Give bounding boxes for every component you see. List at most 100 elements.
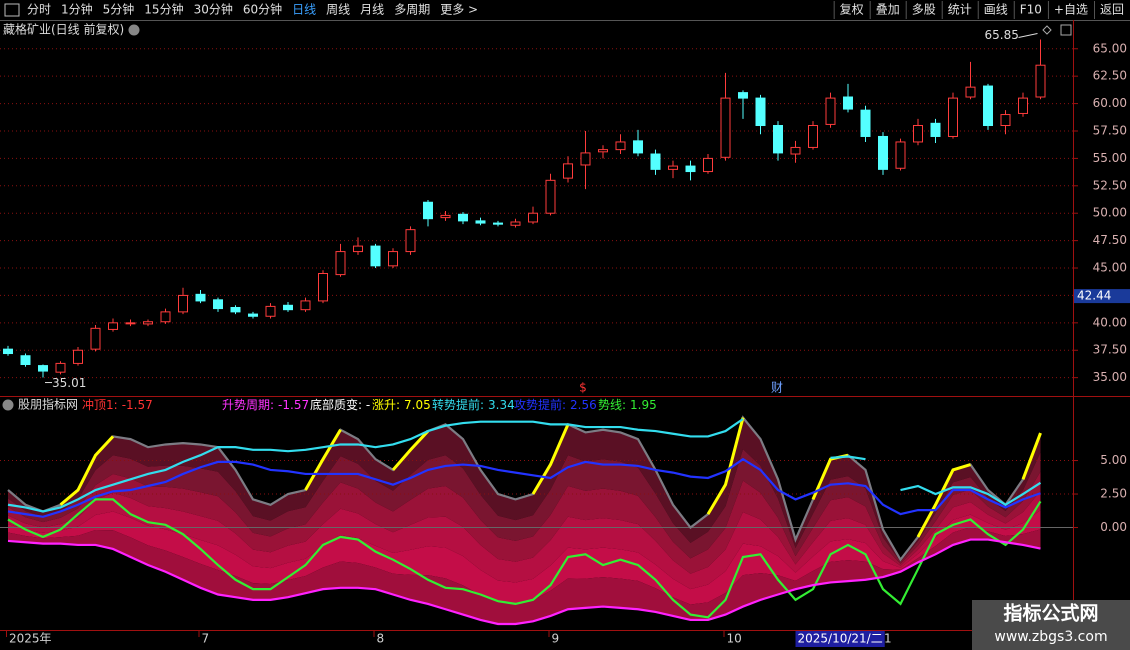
legend-value: -1.57 (122, 398, 153, 412)
legend-label: 升势周期: (222, 398, 274, 412)
candle-body (230, 306, 241, 313)
candle-body (108, 322, 118, 330)
y-tick-label: 65.00 (1093, 41, 1127, 55)
indicator-line (7, 415, 1042, 562)
y-tick-label: 47.50 (1093, 233, 1127, 247)
period-tab[interactable]: 多周期 (394, 3, 430, 17)
legend-label: 冲顶1: (82, 397, 118, 412)
indicator-line (59, 417, 1042, 538)
menu-icon[interactable] (4, 3, 20, 17)
candle-body (633, 140, 643, 154)
y-tick-label: 52.50 (1093, 178, 1127, 192)
tool-button[interactable]: 多股 (912, 3, 936, 17)
diamond-icon[interactable] (1042, 25, 1052, 35)
candle-body (755, 97, 766, 127)
y-tick-label: 0.00 (1100, 520, 1127, 534)
y-tick-label: 37.50 (1093, 343, 1127, 357)
event-marker[interactable]: $ (579, 381, 587, 395)
candle-body (878, 135, 888, 170)
candle-body (423, 201, 433, 220)
candle-body (843, 96, 853, 110)
cursor-price-box (1074, 289, 1130, 304)
candle-body (668, 165, 678, 170)
period-tab[interactable]: 日线 (292, 3, 316, 17)
period-tab[interactable]: 15分钟 (144, 2, 183, 17)
low-label: 35.01 (52, 376, 86, 390)
candle-body (860, 109, 871, 137)
candle-body (510, 221, 521, 226)
watermark-box (972, 600, 1130, 650)
tool-button[interactable]: 画线 (984, 3, 1008, 17)
candle-body (475, 220, 486, 224)
cursor-date-box (795, 631, 885, 647)
legend-entry: 底部质变: - (310, 397, 370, 412)
indicator-icon[interactable] (2, 399, 14, 411)
candle-body (405, 229, 416, 253)
candle-body (318, 273, 328, 302)
candle-body (195, 293, 206, 302)
candle-body (965, 86, 976, 98)
legend-value: 2.56 (570, 398, 597, 412)
x-tick-label: 7 (202, 632, 210, 646)
y-tick-label: 60.00 (1093, 96, 1127, 110)
period-tab[interactable]: 30分钟 (194, 2, 233, 17)
candle-body (790, 146, 801, 155)
candle-body (388, 251, 398, 267)
legend-entry: 攻势提前: 2.56 (514, 397, 597, 412)
x-tick-label: 8 (377, 632, 385, 646)
legend-label: 攻势提前: (514, 397, 566, 412)
band-fill (8, 490, 1041, 590)
period-tab[interactable]: 60分钟 (243, 2, 282, 17)
y-tick-label: 35.00 (1093, 370, 1127, 384)
candle-body (283, 304, 293, 311)
candle-body (143, 321, 153, 325)
panel-icon[interactable] (1060, 24, 1072, 36)
legend-entry: 升势周期: -1.57 (222, 398, 309, 412)
candle-body (300, 300, 311, 311)
candle-body (248, 313, 258, 317)
y-tick-label: 2.50 (1100, 487, 1127, 501)
period-tab[interactable]: 周线 (326, 3, 350, 17)
candle-body (1035, 64, 1046, 98)
candle-body (90, 327, 101, 350)
band-fill (8, 471, 1041, 574)
period-tab[interactable]: 更多 > (440, 3, 478, 17)
legend-value: 7.05 (404, 398, 431, 412)
candle-body (370, 245, 381, 267)
x-tick-label: 10 (727, 632, 742, 646)
period-tab[interactable]: 1分钟 (61, 2, 93, 17)
tool-button[interactable]: 返回 (1100, 3, 1124, 17)
candle-body (895, 141, 906, 169)
tool-button[interactable]: 统计 (948, 3, 972, 17)
tool-button[interactable]: 叠加 (876, 3, 900, 17)
candle-body (213, 299, 223, 310)
period-tab[interactable]: 月线 (360, 3, 384, 17)
watermark-url: www.zbgs3.com (994, 629, 1107, 645)
legend-label: 转势提前: (432, 397, 484, 412)
event-marker[interactable]: 财 (771, 381, 783, 395)
y-tick-label: 50.00 (1093, 206, 1127, 220)
candle-body (493, 222, 503, 225)
candle-body (738, 92, 748, 99)
candle-body (563, 163, 573, 179)
candle-body (38, 365, 48, 372)
candle-body (948, 97, 958, 137)
candle-body (703, 157, 713, 173)
candle-body (265, 305, 276, 317)
candle-body (685, 165, 696, 173)
watermark-title: 指标公式网 (1003, 602, 1098, 625)
period-tab[interactable]: 5分钟 (103, 2, 135, 17)
x-tick-label: 1 (884, 632, 892, 646)
band-fill (8, 510, 1041, 605)
y-tick-label: 40.00 (1093, 315, 1127, 329)
legend-value: -1.57 (278, 398, 309, 412)
tool-button[interactable]: F10 (1020, 3, 1042, 17)
candle-body (720, 97, 731, 158)
tool-button[interactable]: 复权 (840, 3, 864, 17)
y-tick-label: 55.00 (1093, 151, 1127, 165)
period-tab[interactable]: 分时 (27, 3, 51, 17)
x-tick-label: 2025年 (9, 632, 52, 646)
title-icon[interactable] (128, 24, 140, 36)
candle-body (335, 251, 346, 276)
tool-button[interactable]: +自选 (1054, 3, 1088, 17)
